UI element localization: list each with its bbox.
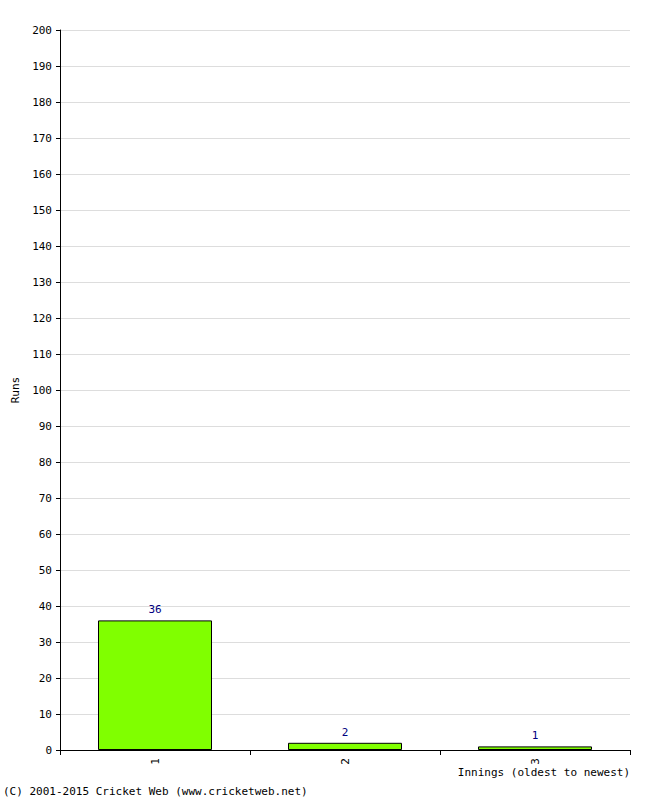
svg-text:0: 0 [45, 744, 52, 757]
svg-text:100: 100 [32, 384, 52, 397]
svg-text:30: 30 [39, 636, 52, 649]
svg-text:60: 60 [39, 528, 52, 541]
svg-text:200: 200 [32, 24, 52, 37]
svg-text:120: 120 [32, 312, 52, 325]
svg-text:1: 1 [149, 758, 162, 765]
svg-text:2: 2 [339, 758, 352, 765]
svg-text:130: 130 [32, 276, 52, 289]
svg-text:1: 1 [532, 729, 539, 742]
svg-text:20: 20 [39, 672, 52, 685]
svg-text:10: 10 [39, 708, 52, 721]
svg-text:Innings (oldest to newest): Innings (oldest to newest) [458, 766, 630, 779]
svg-text:2: 2 [342, 726, 349, 739]
svg-text:50: 50 [39, 564, 52, 577]
svg-text:Runs: Runs [9, 377, 22, 404]
svg-text:40: 40 [39, 600, 52, 613]
svg-text:180: 180 [32, 96, 52, 109]
svg-text:70: 70 [39, 492, 52, 505]
svg-text:190: 190 [32, 60, 52, 73]
svg-text:36: 36 [148, 603, 161, 616]
svg-text:3: 3 [529, 758, 542, 765]
svg-text:150: 150 [32, 204, 52, 217]
svg-text:160: 160 [32, 168, 52, 181]
svg-text:90: 90 [39, 420, 52, 433]
svg-text:80: 80 [39, 456, 52, 469]
svg-text:(C) 2001-2015 Cricket Web (www: (C) 2001-2015 Cricket Web (www.cricketwe… [3, 785, 308, 798]
svg-text:110: 110 [32, 348, 52, 361]
svg-text:170: 170 [32, 132, 52, 145]
svg-text:140: 140 [32, 240, 52, 253]
